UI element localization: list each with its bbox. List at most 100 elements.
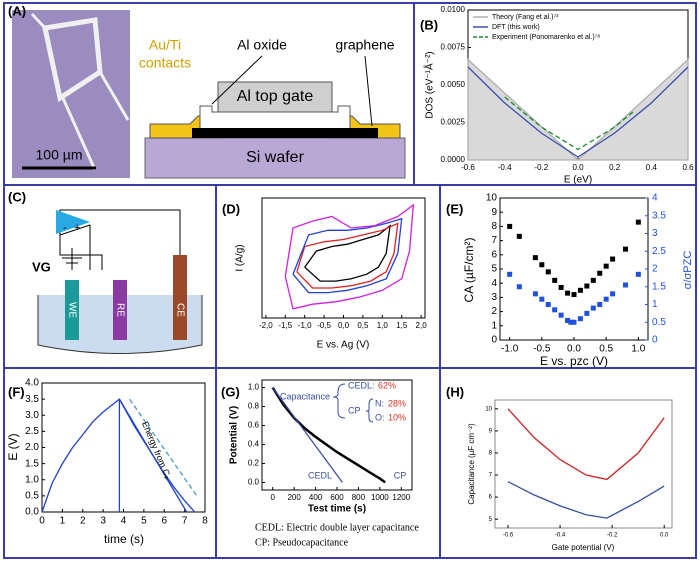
top-gate (217, 81, 333, 113)
x-tick-label: 1,5 (396, 321, 408, 330)
micrograph (12, 10, 130, 178)
annotation: CP (394, 470, 407, 480)
y2-tick-label: 1.5 (652, 281, 666, 292)
y-tick-label: 0.2 (248, 459, 260, 468)
annotation: O: (375, 412, 385, 422)
annotation: 10% (388, 412, 406, 422)
point (565, 317, 571, 323)
panel-label: (H) (446, 384, 464, 399)
panel-label: (A) (8, 3, 26, 18)
x-tick-label: 3 (100, 516, 106, 527)
x-tick-label: 1.0 (631, 344, 645, 355)
panel-label: (D) (222, 201, 240, 216)
y-tick-label: 2 (491, 306, 497, 317)
plot-frame (494, 399, 673, 529)
point (545, 302, 551, 307)
point (552, 277, 558, 283)
point (507, 223, 513, 229)
wires (71, 225, 91, 270)
line (284, 203, 415, 310)
x-tick-label: 4 (121, 516, 127, 527)
point (584, 310, 590, 316)
x-axis-label: time (s) (104, 532, 144, 546)
point (545, 269, 551, 275)
x-tick-label: -1.0 (501, 344, 519, 355)
y-axis-label: Capacitance (µF cm⁻²) (467, 423, 476, 505)
x-tick-label: 1,0 (377, 321, 389, 330)
y-tick-label: 0 (491, 335, 497, 346)
point (516, 284, 522, 290)
point (552, 307, 558, 313)
y-tick-label: 10 (485, 406, 492, 412)
x-axis-label: E vs. Ag (V) (317, 340, 370, 351)
legend-label: Experiment (Ponomarenko et al.)⁷⁸ (492, 34, 600, 41)
point (597, 270, 603, 276)
y-tick-label: 0.6 (248, 421, 260, 430)
y-tick-label: 5 (491, 264, 497, 275)
y-tick-label: 6 (491, 249, 497, 260)
electrode (113, 280, 127, 340)
point (539, 262, 545, 268)
note: CEDL: Electric double layer capacitance (255, 522, 419, 533)
x-axis-label: Gate potential (V) (552, 543, 615, 552)
brace (332, 383, 346, 419)
panel-c: (C) - + VG WE RE CE (8, 189, 203, 354)
line (296, 222, 399, 289)
y-tick-label: 7 (491, 235, 497, 246)
panel-a: 100 µm (A) Si wafer Al top gate Au/Ti co… (8, 3, 406, 179)
y-tick-label: 1 (491, 320, 497, 331)
x-tick-label: 1200 (392, 493, 410, 502)
y-tick-label: 2.5 (25, 426, 39, 437)
x-axis-label: Test time (s) (308, 504, 366, 515)
x-tick-label: 0.2 (609, 163, 621, 172)
y-axis-label: E (V) (6, 433, 20, 460)
x-tick-label: 2,0 (416, 321, 428, 330)
x-tick-label: 0.0 (660, 533, 669, 539)
x-tick-label: -0.5 (533, 344, 551, 355)
x-tick-label: -1,5 (278, 321, 292, 330)
electrode-label: RE (114, 303, 125, 317)
x-tick-label: 5 (141, 516, 147, 527)
point (571, 319, 577, 325)
x-tick-label: 7 (182, 516, 188, 527)
x-tick-label: 0.0 (572, 163, 584, 172)
x-tick-label: 0.6 (682, 163, 694, 172)
x-tick-label: 1000 (371, 493, 389, 502)
y2-tick-label: 0.5 (652, 317, 666, 328)
y-tick-label: 6 (489, 495, 493, 501)
x-tick-label: -0.2 (607, 533, 618, 539)
line (271, 386, 386, 484)
annotation: Capacitance (280, 391, 330, 401)
y-tick-label: 0.0000 (441, 155, 466, 164)
line (129, 398, 198, 497)
line (507, 408, 665, 481)
y2-tick-label: 3 (652, 228, 658, 239)
y-axis-label: DOS (eV⁻¹Å⁻²) (423, 51, 436, 118)
panel-label: (B) (420, 17, 438, 32)
point (532, 291, 538, 297)
x-tick-label: 600 (330, 493, 344, 502)
point (635, 219, 641, 225)
point (539, 296, 545, 302)
line (467, 66, 689, 158)
point (532, 255, 538, 261)
y-axis-label: CA (µF/cm²) (462, 238, 476, 303)
amplifier (56, 210, 90, 234)
electrode-label: CE (174, 303, 185, 317)
annotation: N: (375, 398, 384, 408)
y2-tick-label: 0 (652, 335, 658, 346)
panel-label: (F) (8, 384, 25, 399)
line (272, 387, 343, 483)
electrode (65, 280, 79, 340)
point (590, 305, 596, 311)
x-tick-label: 800 (352, 493, 366, 502)
contacts-label: Au/Ti (149, 37, 181, 53)
y2-tick-label: 2 (652, 264, 658, 275)
panel-label: (G) (221, 384, 240, 399)
x-tick-label: -0.4 (498, 163, 512, 172)
electrode (173, 255, 187, 340)
y-tick-label: 5 (489, 517, 493, 523)
point (622, 282, 628, 288)
x-tick-label: 0.5 (599, 344, 613, 355)
